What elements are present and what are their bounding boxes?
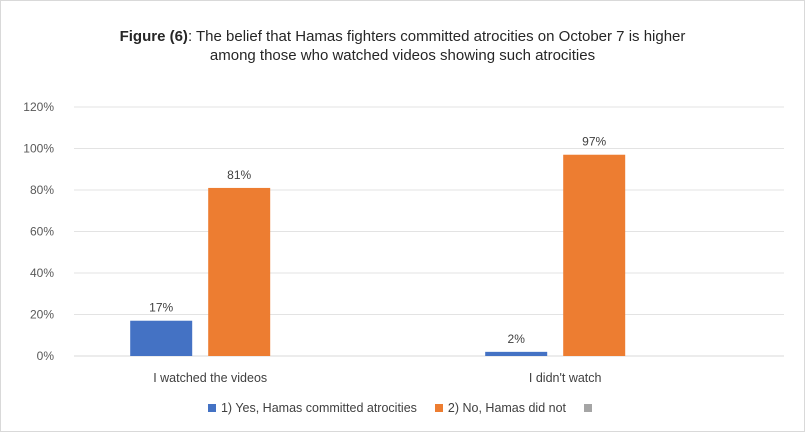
legend-label-no: 2) No, Hamas did not [447, 401, 567, 415]
y-tick-label: 120% [23, 100, 54, 114]
y-tick-label: 20% [30, 308, 54, 322]
bar [563, 154, 626, 356]
legend-label-yes: 1) Yes, Hamas committed atrocities [220, 401, 417, 415]
title-bold: Figure (6) [119, 28, 188, 45]
bar [485, 351, 548, 356]
title-line1: : The belief that Hamas fighters committ… [187, 28, 686, 45]
chart-title: Figure (6): The belief that Hamas fighte… [1, 27, 804, 65]
data-label: 81% [227, 168, 251, 182]
legend: 1) Yes, Hamas committed atrocities 2) No… [1, 401, 804, 415]
legend-item-third [584, 404, 597, 412]
y-tick-label: 60% [30, 225, 54, 239]
x-tick-label: I didn't watch [529, 371, 602, 385]
x-tick-label: I watched the videos [153, 371, 267, 385]
y-tick-label: 80% [30, 183, 54, 197]
legend-swatch-third [584, 404, 593, 412]
legend-item-no: 2) No, Hamas did not [434, 401, 567, 415]
data-label: 97% [582, 135, 606, 149]
y-tick-label: 100% [23, 142, 54, 156]
data-label: 2% [508, 332, 526, 346]
y-tick-label: 40% [30, 266, 54, 280]
data-label: 17% [149, 301, 173, 315]
y-tick-label: 0% [37, 349, 55, 363]
bar [130, 320, 193, 356]
legend-item-yes: 1) Yes, Hamas committed atrocities [207, 401, 417, 415]
bar [208, 187, 271, 356]
legend-swatch-yes [207, 404, 216, 412]
title-line2: among those who watched videos showing s… [209, 47, 596, 64]
legend-swatch-no [434, 404, 443, 412]
